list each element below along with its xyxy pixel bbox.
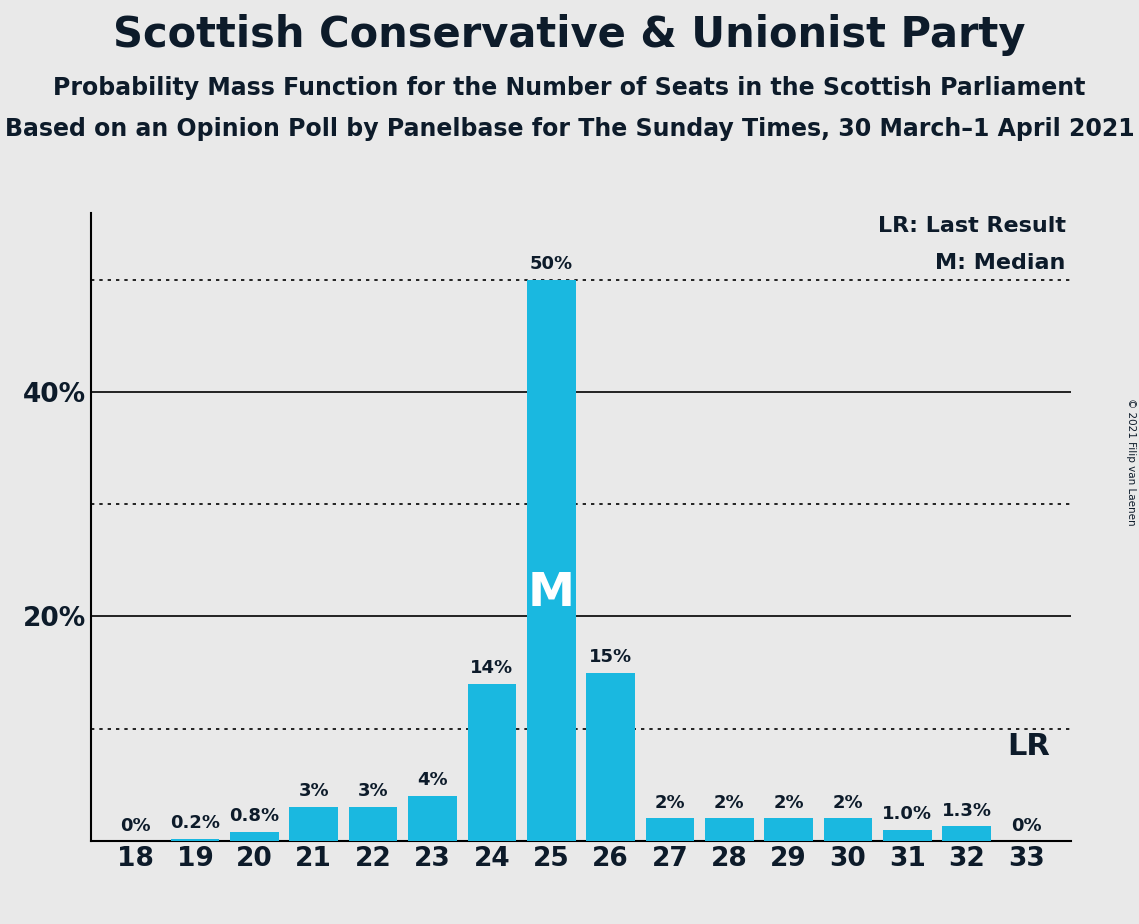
Text: LR: Last Result: LR: Last Result	[878, 215, 1066, 236]
Bar	[823, 819, 872, 841]
Text: M: Median: M: Median	[935, 253, 1066, 274]
Text: 2%: 2%	[655, 794, 686, 811]
Text: 4%: 4%	[417, 772, 448, 789]
Text: © 2021 Filip van Laenen: © 2021 Filip van Laenen	[1126, 398, 1136, 526]
Text: 2%: 2%	[773, 794, 804, 811]
Bar	[230, 832, 279, 841]
Text: 50%: 50%	[530, 255, 573, 274]
Text: M: M	[527, 572, 575, 616]
Bar	[883, 830, 932, 841]
Bar	[764, 819, 813, 841]
Bar	[646, 819, 695, 841]
Bar	[408, 796, 457, 841]
Bar	[289, 808, 338, 841]
Text: 0%: 0%	[1010, 817, 1041, 835]
Text: 3%: 3%	[358, 783, 388, 800]
Bar	[349, 808, 398, 841]
Text: 0%: 0%	[121, 817, 151, 835]
Bar	[527, 280, 575, 841]
Bar	[942, 826, 991, 841]
Text: 1.3%: 1.3%	[942, 801, 992, 820]
Text: Based on an Opinion Poll by Panelbase for The Sunday Times, 30 March–1 April 202: Based on an Opinion Poll by Panelbase fo…	[5, 117, 1134, 141]
Text: 1.0%: 1.0%	[883, 805, 933, 823]
Bar	[171, 839, 220, 841]
Text: 15%: 15%	[589, 648, 632, 666]
Text: 3%: 3%	[298, 783, 329, 800]
Text: Scottish Conservative & Unionist Party: Scottish Conservative & Unionist Party	[113, 14, 1026, 55]
Text: 0.2%: 0.2%	[170, 814, 220, 832]
Bar	[705, 819, 754, 841]
Bar	[587, 673, 634, 841]
Bar	[467, 684, 516, 841]
Text: 14%: 14%	[470, 659, 514, 677]
Text: 2%: 2%	[714, 794, 745, 811]
Text: 0.8%: 0.8%	[229, 808, 279, 825]
Text: LR: LR	[1007, 732, 1050, 761]
Text: 2%: 2%	[833, 794, 863, 811]
Text: Probability Mass Function for the Number of Seats in the Scottish Parliament: Probability Mass Function for the Number…	[54, 76, 1085, 100]
